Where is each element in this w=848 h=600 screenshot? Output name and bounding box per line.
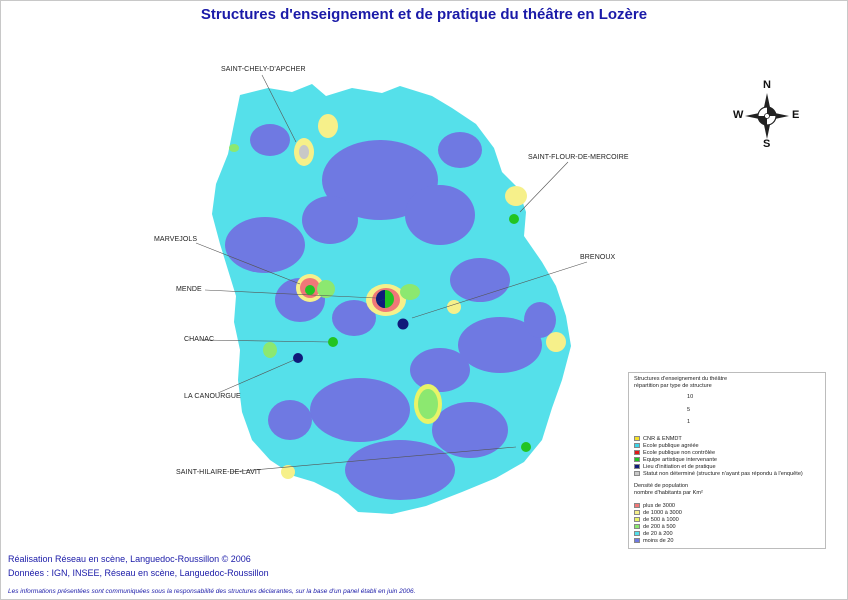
legend-type-non-controlee: Ecole publique non contrôlée	[634, 449, 715, 456]
legend-swatch	[634, 464, 640, 469]
compass-rose	[745, 93, 789, 139]
map-title: Structures d'enseignement et de pratique…	[200, 6, 648, 23]
legend-swatch	[634, 538, 640, 543]
marker-saint-chely	[300, 148, 308, 156]
legend-swatch	[634, 471, 640, 476]
place-label-marvejols: MARVEJOLS	[154, 236, 198, 243]
legend-swatch	[634, 457, 640, 462]
legend-type-indetermine: Statut non déterminé (structure n'ayant …	[634, 470, 803, 477]
compass-north: N	[763, 79, 771, 91]
legend-swatch	[634, 517, 640, 522]
legend-swatch	[634, 524, 640, 529]
marker-la-canourgue	[293, 353, 303, 363]
density-row: de 20 à 200	[634, 530, 673, 537]
place-label-mende: MENDE	[176, 286, 202, 293]
marker-chanac	[328, 337, 338, 347]
legend-title: Structures d'enseignement du théâtre rép…	[634, 376, 728, 389]
legend-swatch	[634, 443, 640, 448]
legend-swatch	[634, 503, 640, 508]
density-row: moins de 20	[634, 537, 673, 544]
density-row: plus de 3000	[634, 502, 675, 509]
legend-scale-5: 5	[687, 407, 691, 413]
density-row: de 200 à 500	[634, 523, 676, 530]
density-row: de 500 à 1000	[634, 516, 679, 523]
leader-lines	[195, 74, 588, 473]
density-zones	[225, 124, 556, 500]
legend-type-equipe: Equipe artistique intervenante	[634, 456, 717, 463]
place-label-saint-hilaire: SAINT-HILAIRE-DE-LAVIT	[176, 469, 262, 476]
legend-type-agreee: Ecole publique agréée	[634, 442, 699, 449]
compass-south: S	[763, 138, 771, 150]
legend-scale-1: 1	[687, 419, 691, 425]
density-legend-title: Densité de population nombre d'habitants…	[634, 483, 703, 496]
marker-mende	[375, 290, 394, 308]
marker-saint-hilaire	[521, 442, 531, 452]
legend-swatch	[634, 531, 640, 536]
marker-marvejols	[305, 285, 315, 295]
legend-type-lieu: Lieu d'initiation et de pratique	[634, 463, 716, 470]
compass-west: W	[733, 109, 744, 121]
compass-east: E	[792, 109, 800, 121]
place-label-saint-chely: SAINT-CHELY-D'APCHER	[221, 66, 306, 73]
legend-type-cnr: CNR & ENMDT	[634, 435, 682, 442]
disclaimer: Les informations présentées sont communi…	[8, 588, 416, 595]
legend-swatch	[634, 450, 640, 455]
place-label-saint-flour: SAINT-FLOUR-DE-MERCOIRE	[528, 154, 629, 161]
legend-scale-10: 10	[687, 394, 694, 400]
density-row: de 1000 à 3000	[634, 509, 682, 516]
legend-swatch	[634, 510, 640, 515]
marker-saint-flour	[509, 214, 519, 224]
marker-brenoux	[397, 318, 409, 330]
credit-donnees: Données : IGN, INSEE, Réseau en scène, L…	[8, 568, 269, 578]
place-label-chanac: CHANAC	[184, 336, 215, 343]
place-label-la-canourgue: LA CANOURGUE	[184, 393, 241, 400]
density-legend: Densité de population nombre d'habitants…	[628, 482, 826, 549]
legend-swatch	[634, 436, 640, 441]
credit-realisation: Réalisation Réseau en scène, Languedoc-R…	[8, 554, 251, 564]
structure-markers	[293, 148, 531, 452]
place-label-brenoux: BRENOUX	[580, 254, 616, 261]
structure-legend: Structures d'enseignement du théâtre rép…	[628, 372, 826, 484]
